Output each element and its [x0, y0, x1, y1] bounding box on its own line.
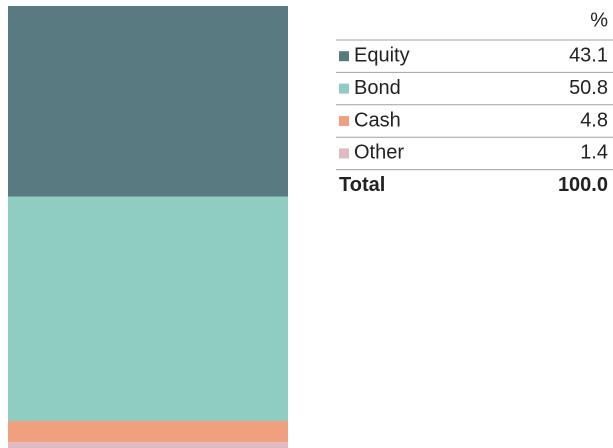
bar-segment [8, 421, 288, 443]
bar-segment [8, 442, 288, 448]
legend-swatch [339, 83, 349, 94]
legend-label: Bond [354, 77, 401, 99]
table-value: 50.8 [569, 77, 608, 99]
table-value: 43.1 [569, 44, 608, 66]
total-label: Total [339, 174, 385, 196]
table-value: 1.4 [580, 142, 608, 164]
legend-swatch [339, 51, 349, 62]
legend-swatch [339, 116, 349, 126]
bar-segment [8, 6, 288, 197]
column-header: % [590, 9, 608, 31]
total-value: 100.0 [558, 174, 608, 196]
legend-label: Cash [354, 109, 401, 131]
legend-swatch [339, 148, 349, 159]
legend-label: Other [354, 142, 404, 164]
table-value: 4.8 [580, 109, 608, 131]
legend-label: Equity [354, 44, 410, 66]
bar-segment [8, 196, 288, 422]
